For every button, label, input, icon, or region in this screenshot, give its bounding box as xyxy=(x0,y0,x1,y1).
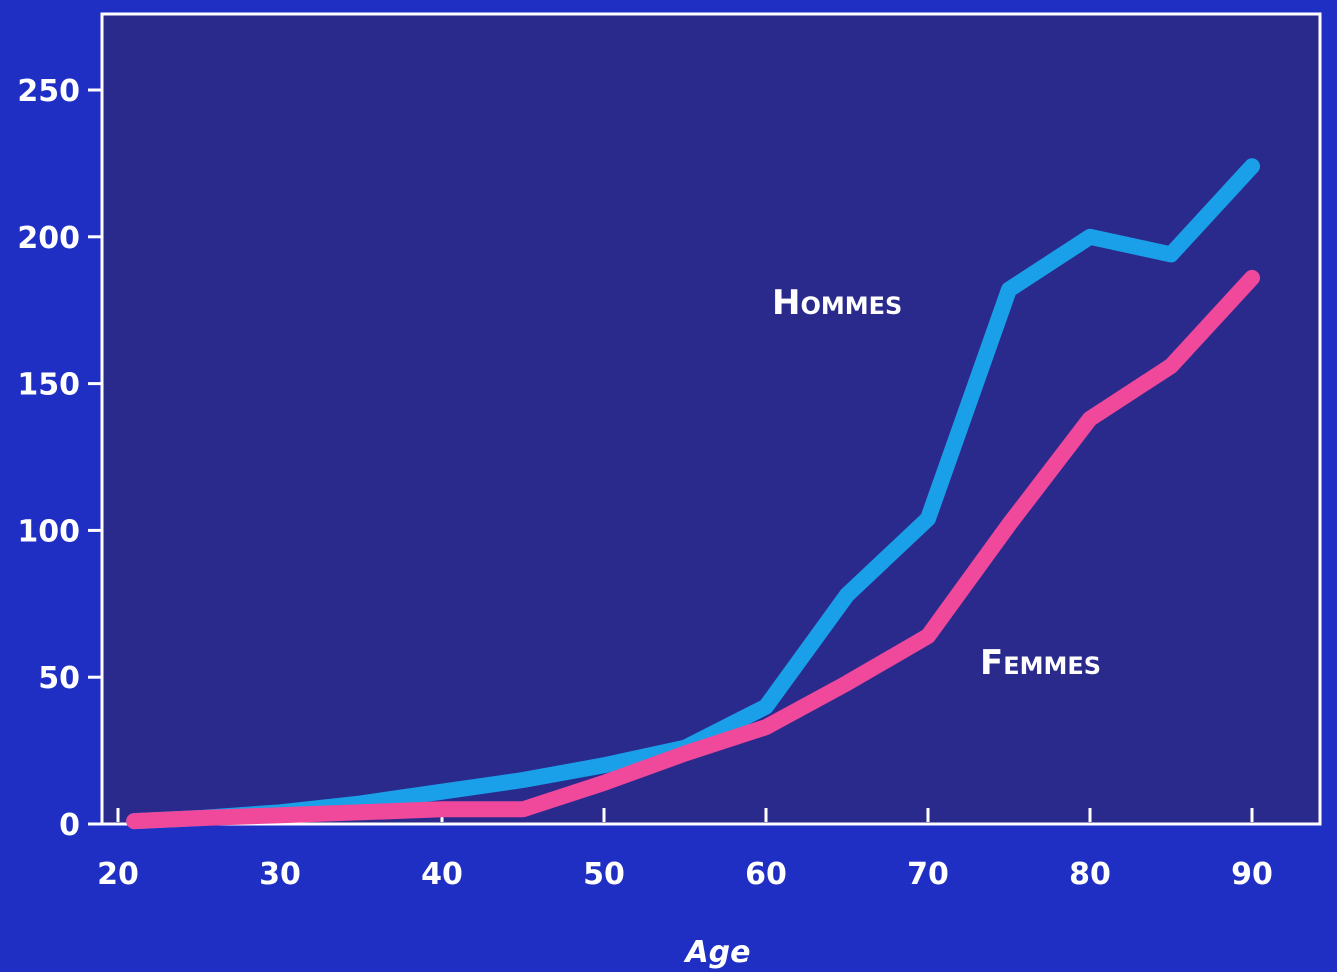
data-point-hommes xyxy=(1170,253,1172,255)
data-point-femmes xyxy=(441,808,443,810)
series-layer xyxy=(126,158,1260,830)
x-axis: 20 30 40 50 60 70 80 90 xyxy=(97,808,1273,892)
data-point-hommes xyxy=(765,706,767,708)
x-axis-title: Age xyxy=(683,935,750,970)
data-point-femmes xyxy=(1089,418,1091,420)
data-point-hommes xyxy=(1008,289,1010,291)
x-tick-label: 30 xyxy=(259,857,301,892)
y-tick-label: 150 xyxy=(17,368,80,403)
x-tick-label: 70 xyxy=(907,857,949,892)
data-point-femmes xyxy=(603,782,605,784)
data-point-hommes xyxy=(603,764,605,766)
data-point-hommes xyxy=(441,791,443,793)
data-point-femmes xyxy=(1008,524,1010,525)
y-tick-label: 200 xyxy=(17,221,80,256)
y-tick-label: 100 xyxy=(17,514,80,549)
x-tick-label: 80 xyxy=(1069,857,1111,892)
data-point-femmes xyxy=(279,814,281,816)
data-point-femmes xyxy=(1170,365,1172,367)
data-point-femmes xyxy=(927,635,929,637)
y-tick-label: 250 xyxy=(17,74,80,109)
data-point-hommes xyxy=(1251,165,1253,167)
data-point-hommes xyxy=(522,779,524,781)
x-tick-label: 60 xyxy=(745,857,787,892)
x-tick-label: 20 xyxy=(97,857,139,892)
data-point-femmes xyxy=(846,682,848,684)
y-axis: 0 50 100 150 200 250 xyxy=(17,74,102,843)
data-point-femmes xyxy=(360,811,362,813)
series-label-femmes: Femmes xyxy=(980,643,1101,683)
data-point-femmes xyxy=(522,808,524,810)
data-point-femmes xyxy=(1251,277,1253,279)
data-point-hommes xyxy=(1089,236,1091,238)
data-point-femmes xyxy=(684,753,686,754)
data-point-hommes xyxy=(846,594,848,596)
data-point-hommes xyxy=(927,518,929,520)
data-point-femmes xyxy=(198,817,200,819)
series-label-hommes: Hommes xyxy=(772,283,902,323)
data-point-femmes xyxy=(133,820,135,822)
plot-area xyxy=(100,12,1322,826)
y-tick-label: 50 xyxy=(38,661,80,696)
x-tick-label: 40 xyxy=(421,857,463,892)
data-point-hommes xyxy=(360,802,362,804)
x-tick-label: 90 xyxy=(1231,857,1273,892)
x-tick-label: 50 xyxy=(583,857,625,892)
data-point-femmes xyxy=(765,726,767,728)
y-tick-label: 0 xyxy=(59,808,80,843)
